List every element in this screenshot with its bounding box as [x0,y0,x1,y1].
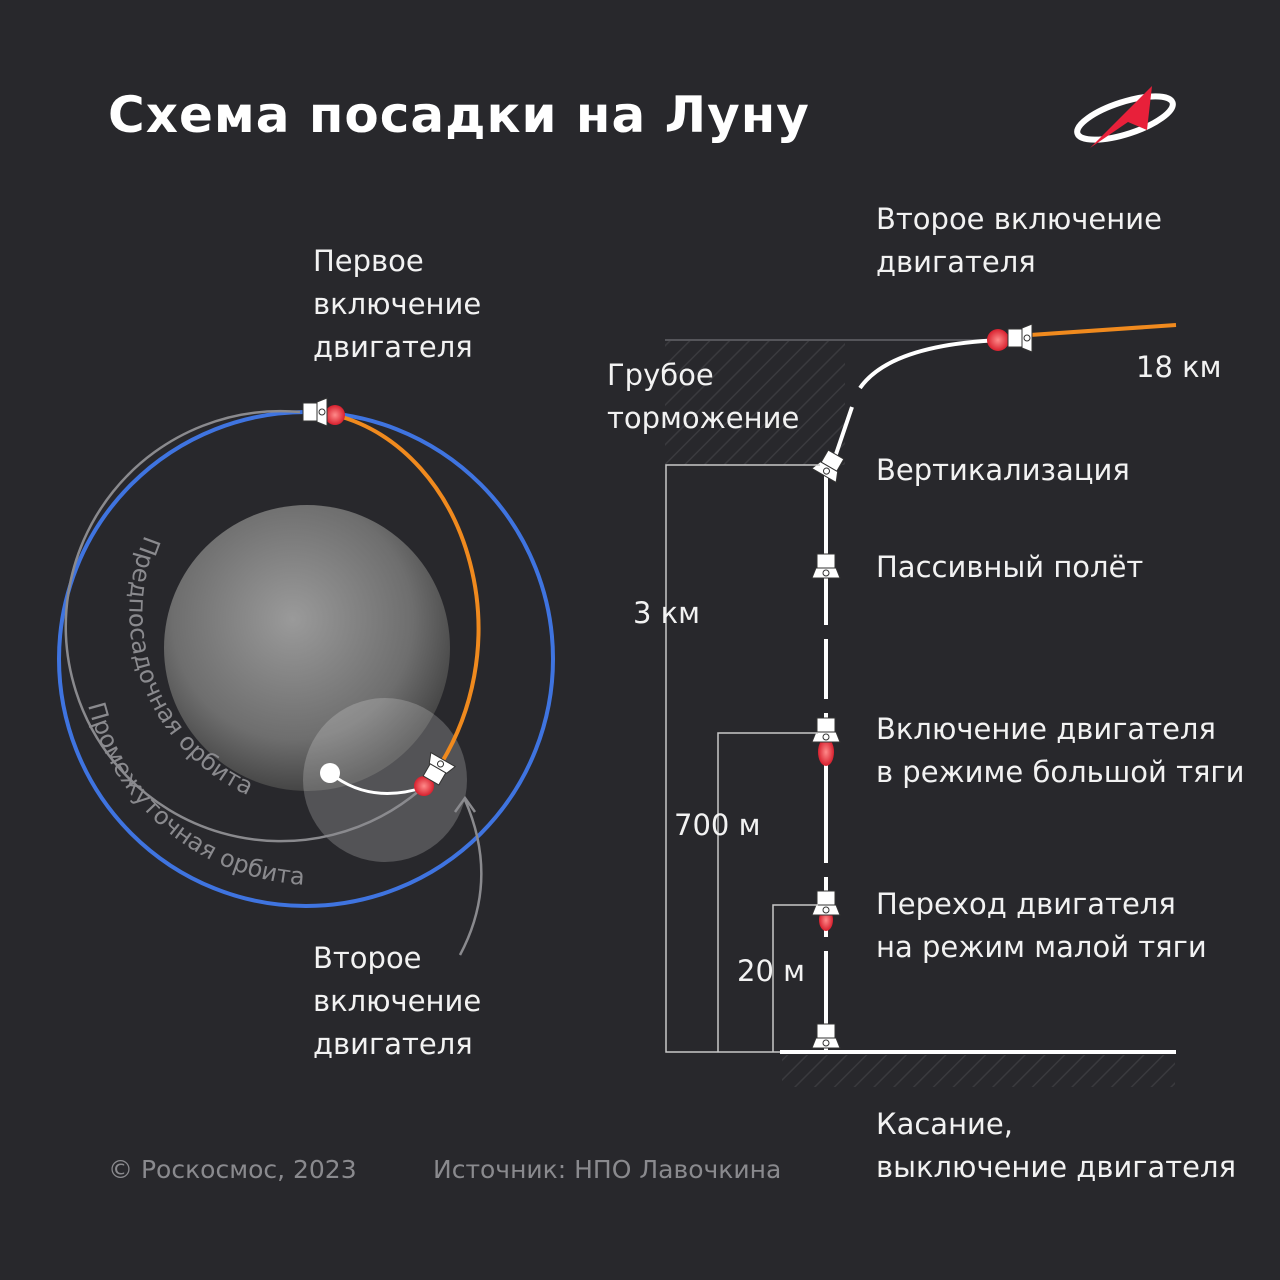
flame-icon [987,329,1009,351]
flame-icon [414,776,434,796]
altitude-700m: 700 м [674,808,761,842]
descent-second-burn-label: Второе включение двигателя [876,202,1162,279]
high-thrust-label: Включение двигателя в режиме большой тяг… [876,712,1245,789]
prelanding-orbit [64,409,421,843]
landing-zone-highlight [303,698,467,862]
lander-icon [811,1023,841,1049]
passive-flight-label: Пассивный полёт [876,550,1144,584]
touchdown-label: Касание, выключение двигателя [876,1107,1237,1184]
lander-icon [811,890,841,916]
hatch-area [665,340,845,465]
moon [164,505,450,791]
altitude-20m: 20 м [737,954,805,988]
braking-trajectory [858,338,1001,390]
second-burn-label: Второе включение двигателя [313,941,482,1061]
first-burn-label: Первое включение двигателя [313,244,482,364]
altitude-brackets [665,464,820,1053]
copyright: © Роскосмос, 2023 [108,1155,357,1184]
lander-icon [1007,323,1033,353]
coarse-braking-label: Грубое торможение [607,358,800,435]
orbit-segment [1029,323,1177,337]
verticalization-label: Вертикализация [876,453,1130,487]
lander-icon [811,717,841,743]
altitude-18km: 18 км [1136,350,1222,384]
lander-icon [811,553,841,579]
source: Источник: НПО Лавочкина [433,1155,782,1184]
flame-icon [325,405,345,425]
page-title: Схема посадки на Луну [108,86,810,144]
roscosmos-logo [1074,86,1176,148]
landing-point [320,763,340,783]
transfer-arc [334,413,481,789]
altitude-3km: 3 км [633,596,701,630]
landing-path [329,771,426,795]
lander-icon [302,397,328,427]
flame-icon [818,738,834,766]
low-thrust-label: Переход двигателя на режим малой тяги [876,887,1207,964]
pointer-arrow [453,795,483,956]
